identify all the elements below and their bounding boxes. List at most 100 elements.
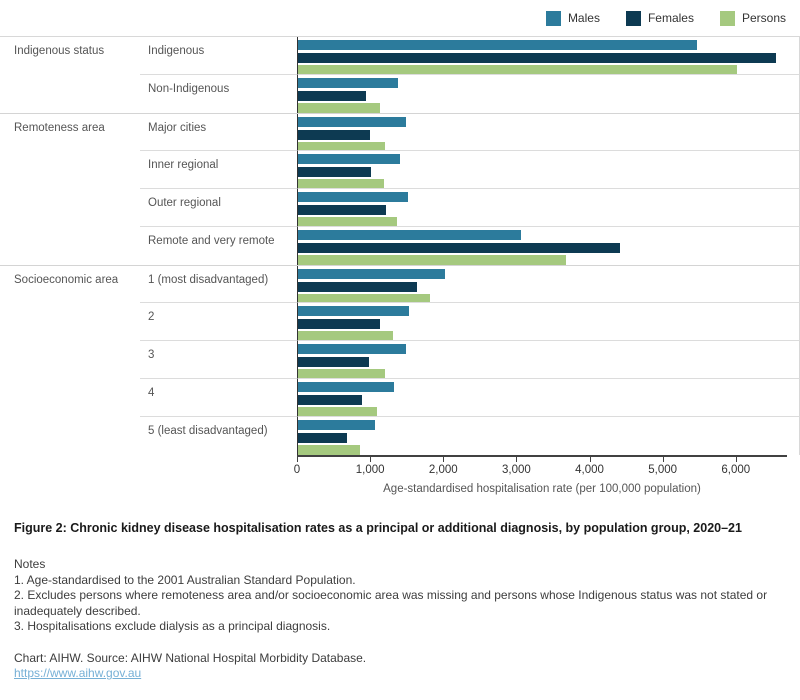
- x-axis-track: 0 1,000 2,000 3,000 4,000 5,000 6,000: [293, 455, 787, 481]
- x-tick: [516, 457, 518, 462]
- notes-heading: Notes: [14, 557, 46, 571]
- plot-cell: [297, 150, 800, 189]
- x-tick-label: 0: [293, 464, 301, 476]
- bar-females[interactable]: [298, 52, 776, 63]
- plot-cell: [297, 37, 800, 75]
- group-label-cell: Remoteness area: [0, 114, 140, 151]
- category-label-cell: 4: [140, 378, 297, 417]
- x-axis: 0 1,000 2,000 3,000 4,000 5,000 6,000: [0, 455, 800, 481]
- bar-females[interactable]: [298, 129, 370, 140]
- legend-item-females[interactable]: Females: [625, 10, 694, 26]
- bar-males[interactable]: [298, 78, 399, 88]
- bar-females[interactable]: [298, 432, 348, 443]
- category-label-cell: Major cities: [140, 114, 297, 151]
- x-tick: [735, 457, 737, 462]
- bar-persons[interactable]: [298, 407, 378, 417]
- bar-females[interactable]: [298, 90, 367, 101]
- category-label-cell: 2: [140, 302, 297, 341]
- bar-males[interactable]: [298, 192, 408, 202]
- category-label: 3: [148, 349, 155, 361]
- category-label: Outer regional: [148, 197, 221, 209]
- legend-item-males[interactable]: Males: [545, 10, 600, 26]
- group-label-cell: [0, 227, 140, 265]
- source-link[interactable]: https://www.aihw.gov.au: [14, 666, 142, 680]
- plot-cell: [297, 226, 800, 265]
- bar-females[interactable]: [298, 166, 371, 177]
- bar-males[interactable]: [298, 344, 406, 354]
- legend-swatch-males: [545, 10, 561, 26]
- x-tick-label: 4,000: [575, 464, 604, 476]
- plot-cell: [297, 378, 800, 417]
- bar-persons[interactable]: [298, 65, 737, 75]
- bar-males[interactable]: [298, 40, 697, 50]
- note-line: 1. Age-standardised to the 2001 Australi…: [14, 572, 356, 587]
- chart-row-2: 2: [0, 302, 800, 341]
- source-line: Chart: AIHW. Source: AIHW National Hospi…: [14, 650, 367, 665]
- bar-males[interactable]: [298, 382, 395, 392]
- plot-cell: [297, 114, 800, 151]
- category-label: Major cities: [148, 122, 207, 134]
- group-label-cell: Socioeconomic area: [0, 266, 140, 303]
- bar-persons[interactable]: [298, 369, 385, 379]
- bar-females[interactable]: [298, 318, 381, 329]
- chart-row-inner-regional: Inner regional: [0, 150, 800, 189]
- bar-females[interactable]: [298, 356, 370, 367]
- chart-row-3: 3: [0, 340, 800, 379]
- bar-males[interactable]: [298, 420, 376, 430]
- chart-row-4: 4: [0, 378, 800, 417]
- bar-males[interactable]: [298, 154, 400, 164]
- category-label: 4: [148, 387, 155, 399]
- legend-label: Persons: [741, 11, 786, 25]
- chart-row-5-least-disadvantaged: 5 (least disadvantaged): [0, 416, 800, 455]
- bar-persons[interactable]: [298, 445, 361, 455]
- category-label-cell: Non-Indigenous: [140, 74, 297, 113]
- legend-swatch-females: [625, 10, 641, 26]
- bar-persons[interactable]: [298, 294, 430, 303]
- x-tick-label: 2,000: [428, 464, 458, 476]
- legend-label: Females: [647, 11, 694, 25]
- x-tick: [443, 457, 445, 462]
- source-block: Chart: AIHW. Source: AIHW National Hospi…: [0, 635, 800, 682]
- group-label-cell: [0, 379, 140, 417]
- bar-males[interactable]: [298, 306, 409, 316]
- plot-cell: [297, 266, 800, 303]
- category-label-cell: 1 (most disadvantaged): [140, 266, 297, 303]
- x-axis-spacer: [0, 455, 297, 481]
- bar-males[interactable]: [298, 117, 406, 127]
- bar-females[interactable]: [298, 242, 620, 253]
- plot-cell: [297, 416, 800, 455]
- group-label-cell: [0, 151, 140, 189]
- chart-row-1-most-disadvantaged: Socioeconomic area 1 (most disadvantaged): [0, 265, 800, 303]
- bar-persons[interactable]: [298, 103, 381, 113]
- group-label: Socioeconomic area: [14, 274, 119, 286]
- bar-males[interactable]: [298, 230, 521, 240]
- bar-persons[interactable]: [298, 331, 393, 341]
- x-tick-label: 5,000: [648, 464, 678, 476]
- bar-persons[interactable]: [298, 179, 384, 189]
- bar-persons[interactable]: [298, 142, 386, 151]
- category-label: Indigenous: [148, 45, 205, 57]
- legend-swatch-persons: [719, 10, 735, 26]
- plot-cell: [297, 188, 800, 227]
- legend-item-persons[interactable]: Persons: [719, 10, 786, 26]
- plot-cell: [297, 302, 800, 341]
- category-label-cell: Remote and very remote: [140, 226, 297, 265]
- x-tick: [662, 457, 664, 462]
- category-label: Remote and very remote: [148, 235, 275, 247]
- notes-block: Notes 1. Age-standardised to the 2001 Au…: [0, 535, 790, 635]
- bar-females[interactable]: [298, 394, 362, 405]
- bar-persons[interactable]: [298, 217, 397, 227]
- category-label: Non-Indigenous: [148, 83, 230, 95]
- group-label-cell: Indigenous status: [0, 37, 140, 75]
- category-label-cell: 3: [140, 340, 297, 379]
- note-line: 3. Hospitalisations exclude dialysis as …: [14, 619, 331, 633]
- chart-row-major-cities: Remoteness area Major cities: [0, 113, 800, 151]
- category-label-cell: Indigenous: [140, 37, 297, 75]
- bar-persons[interactable]: [298, 255, 567, 265]
- bar-females[interactable]: [298, 281, 417, 292]
- note-line: 2. Excludes persons where remoteness are…: [14, 588, 768, 618]
- bar-males[interactable]: [298, 269, 446, 279]
- group-label-cell: [0, 189, 140, 227]
- group-label: Remoteness area: [14, 122, 105, 134]
- bar-females[interactable]: [298, 204, 387, 215]
